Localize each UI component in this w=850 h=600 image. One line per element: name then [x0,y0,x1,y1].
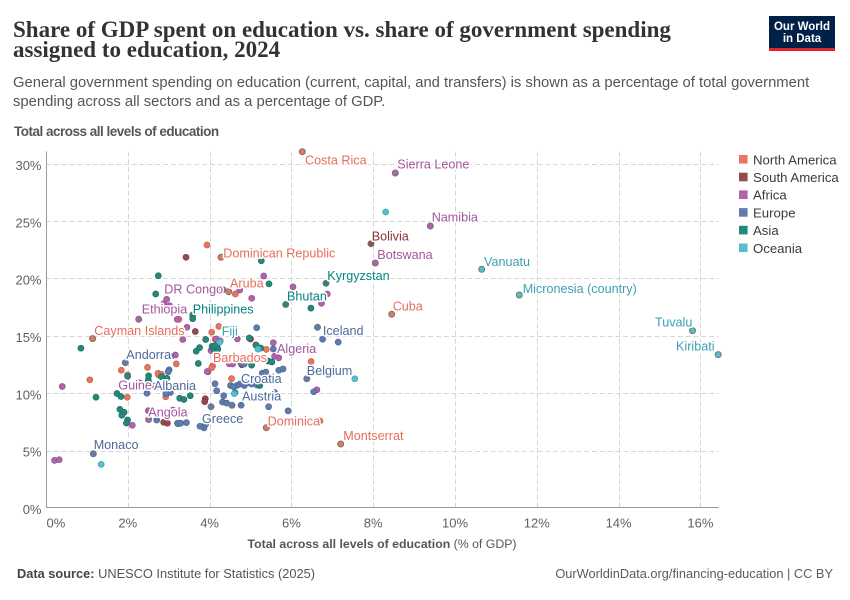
svg-text:14%: 14% [606,516,632,531]
svg-text:6%: 6% [282,516,301,531]
svg-text:Iceland: Iceland [323,324,364,338]
svg-text:Montserrat: Montserrat [343,429,404,443]
svg-text:Kiribati: Kiribati [676,340,715,354]
svg-text:Vanuatu: Vanuatu [484,255,530,269]
svg-text:0%: 0% [47,516,66,531]
svg-text:Croatia: Croatia [241,372,282,386]
svg-text:20%: 20% [15,273,41,288]
svg-text:Andorra: Andorra [126,348,171,362]
svg-text:15%: 15% [15,330,41,345]
svg-text:Fiji: Fiji [222,325,238,339]
svg-text:25%: 25% [15,215,41,230]
svg-text:5%: 5% [23,445,42,460]
svg-text:Namibia: Namibia [432,211,478,225]
svg-text:16%: 16% [687,516,713,531]
svg-text:North America: North America [753,152,837,167]
svg-text:2%: 2% [118,516,137,531]
svg-text:Bolivia: Bolivia [372,230,409,244]
svg-text:Oceania: Oceania [753,241,803,256]
svg-text:Austria: Austria [242,390,281,404]
svg-text:Algeria: Algeria [277,342,316,356]
svg-text:Philippines: Philippines [193,302,254,316]
svg-text:Asia: Asia [753,223,779,238]
svg-text:Sierra Leone: Sierra Leone [397,158,469,172]
svg-text:Aruba: Aruba [230,276,264,290]
svg-text:Costa Rica: Costa Rica [305,154,367,168]
svg-text:Dominican Republic: Dominican Republic [223,247,335,261]
svg-text:Cayman Islands: Cayman Islands [94,324,184,338]
svg-text:Ethiopia: Ethiopia [142,303,188,317]
svg-text:Belgium: Belgium [307,364,353,378]
svg-text:Dominica: Dominica [268,414,321,428]
svg-text:4%: 4% [200,516,219,531]
svg-text:30%: 30% [15,158,41,173]
svg-text:Albania: Albania [154,379,196,393]
svg-text:Kyrgyzstan: Kyrgyzstan [327,269,389,283]
svg-text:10%: 10% [15,387,41,402]
svg-text:Tuvalu: Tuvalu [655,316,692,330]
svg-text:Guinea: Guinea [118,379,159,393]
svg-text:12%: 12% [524,516,550,531]
svg-text:10%: 10% [442,516,468,531]
svg-text:Greece: Greece [202,412,243,426]
svg-text:Barbados: Barbados [213,351,267,365]
svg-text:0%: 0% [23,502,42,517]
svg-text:Africa: Africa [753,188,787,203]
svg-text:Cuba: Cuba [393,299,423,313]
svg-text:Bhutan: Bhutan [287,290,327,304]
svg-text:Botswana: Botswana [377,248,432,262]
svg-text:Angola: Angola [148,406,187,420]
svg-text:Total across all levels of edu: Total across all levels of education (% … [247,537,516,551]
svg-text:DR Congo: DR Congo [164,283,223,297]
svg-text:Europe: Europe [753,205,796,220]
svg-text:Micronesia (country): Micronesia (country) [523,282,637,296]
svg-text:Monaco: Monaco [94,438,139,452]
svg-text:South America: South America [753,170,839,185]
svg-text:8%: 8% [364,516,383,531]
